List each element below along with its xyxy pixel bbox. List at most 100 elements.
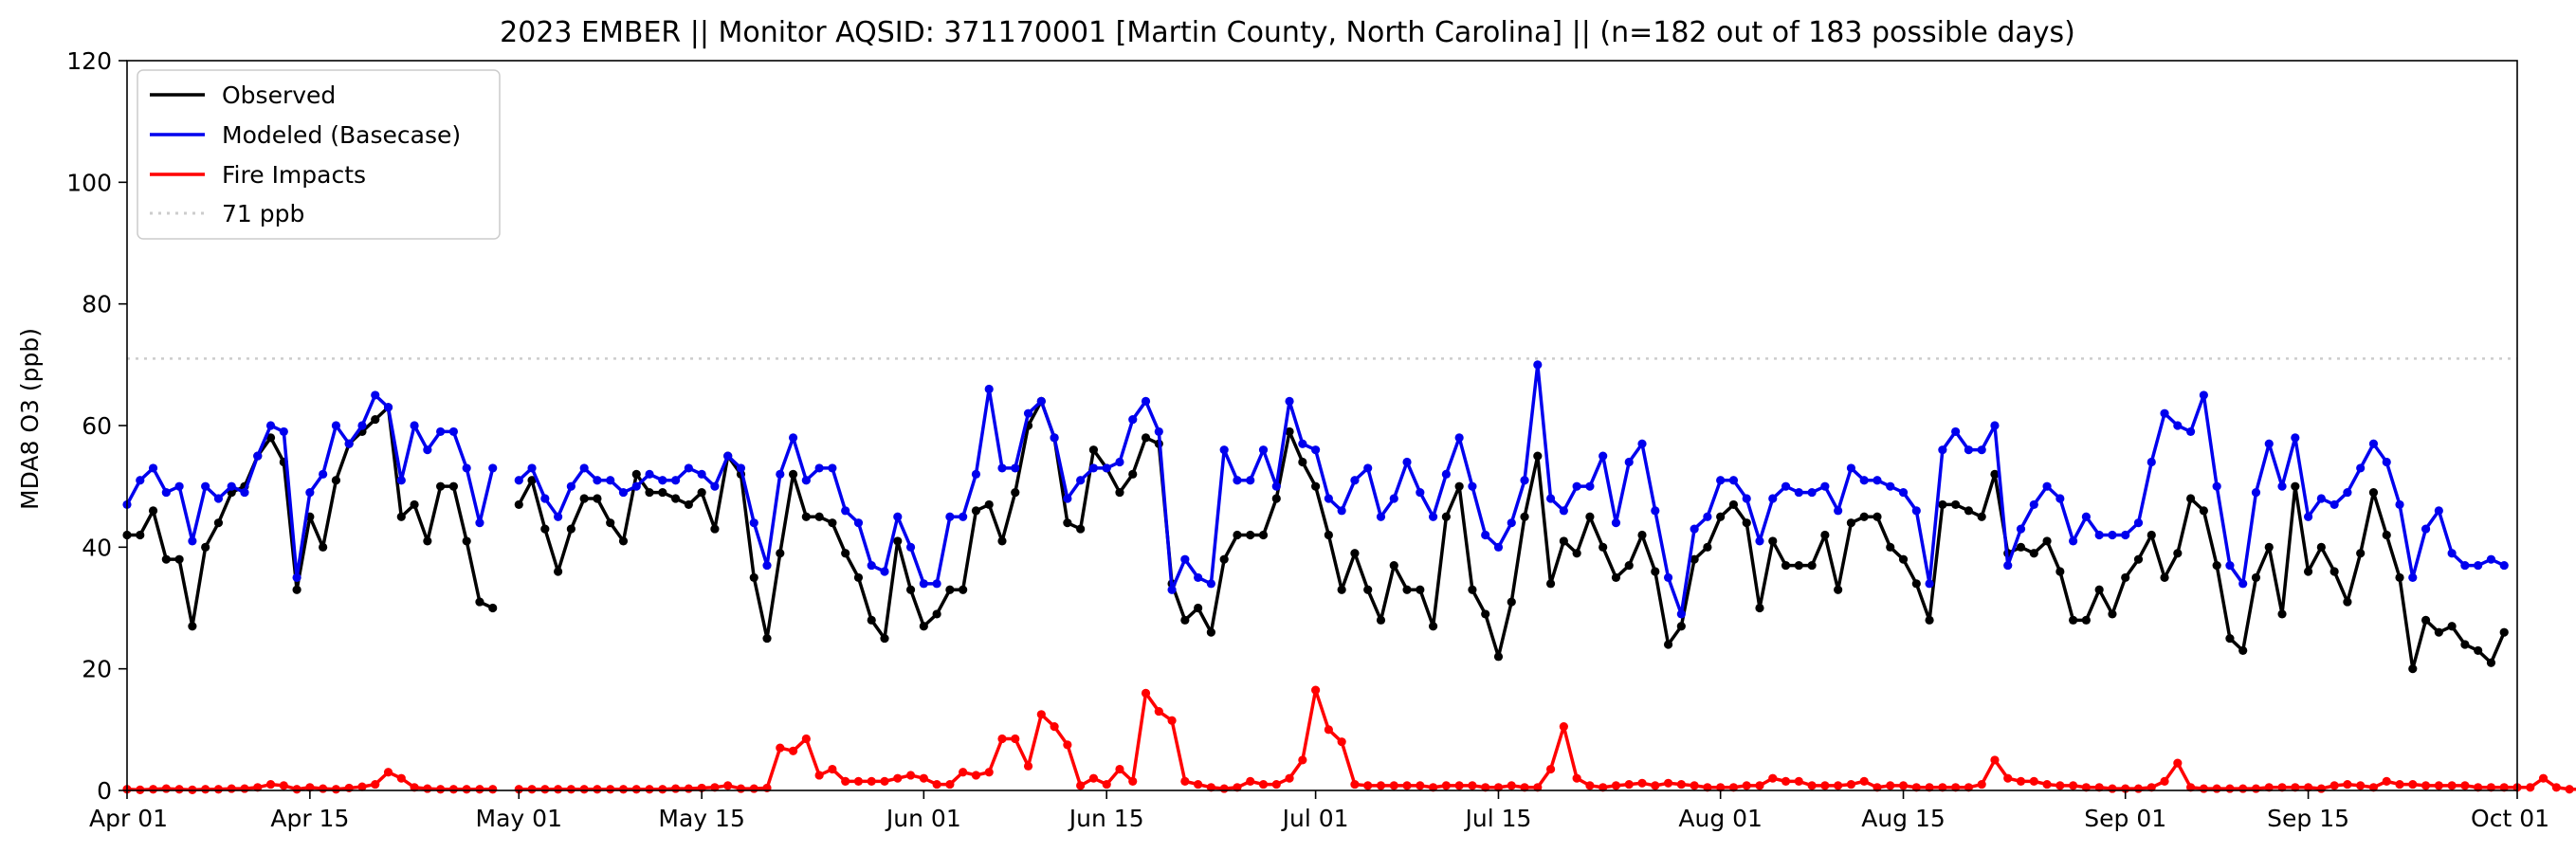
data-point-modeled-basecase (2121, 530, 2130, 540)
data-point-fire-impacts (2408, 779, 2418, 789)
data-point-modeled-basecase (1337, 506, 1346, 516)
data-point-modeled-basecase (1611, 518, 1621, 528)
data-point-fire-impacts (579, 785, 589, 794)
data-point-fire-impacts (1011, 734, 1020, 744)
data-point-modeled-basecase (828, 463, 837, 473)
data-point-modeled-basecase (2329, 499, 2339, 510)
data-point-modeled-basecase (841, 506, 850, 516)
legend: Observed Modeled (Basecase) Fire Impacts… (137, 69, 501, 240)
data-point-fire-impacts (1599, 783, 1608, 792)
data-point-fire-impacts (1194, 779, 1203, 789)
data-point-fire-impacts (540, 785, 550, 794)
data-point-fire-impacts (1246, 776, 1255, 786)
data-point-modeled-basecase (2238, 579, 2248, 589)
data-point-modeled-basecase (2186, 426, 2196, 437)
data-point-observed (2042, 536, 2052, 546)
data-point-fire-impacts (1794, 776, 1803, 786)
data-point-observed (1311, 481, 1321, 491)
data-point-modeled-basecase (1416, 487, 1425, 498)
data-point-observed (2108, 609, 2117, 619)
data-point-modeled-basecase (2474, 560, 2483, 571)
data-point-observed (1742, 518, 1751, 528)
data-point-observed (462, 536, 471, 546)
x-tick-label: May 15 (658, 805, 744, 832)
data-point-modeled-basecase (579, 463, 589, 473)
data-point-fire-impacts (2081, 783, 2091, 792)
data-point-observed (618, 536, 629, 546)
data-point-observed (2474, 645, 2483, 656)
data-point-modeled-basecase (684, 463, 693, 473)
data-point-modeled-basecase (880, 567, 889, 576)
data-point-observed (2356, 549, 2366, 558)
data-point-fire-impacts (240, 784, 249, 793)
data-point-observed (1886, 542, 1895, 552)
data-point-modeled-basecase (1755, 536, 1764, 546)
data-point-fire-impacts (566, 785, 575, 794)
data-point-modeled-basecase (279, 426, 288, 437)
x-tick-label: May 01 (476, 805, 562, 832)
data-point-observed (2368, 487, 2379, 498)
data-point-fire-impacts (2447, 781, 2457, 790)
data-point-modeled-basecase (2003, 560, 2013, 571)
data-point-fire-impacts (1324, 725, 1333, 735)
data-point-fire-impacts (1545, 764, 1556, 774)
data-point-modeled-basecase (2173, 421, 2183, 430)
data-point-fire-impacts (2434, 781, 2443, 790)
data-point-observed (2316, 542, 2326, 552)
data-point-fire-impacts (2264, 783, 2274, 792)
data-point-fire-impacts (959, 768, 968, 777)
data-point-modeled-basecase (423, 445, 432, 455)
data-point-observed (1663, 640, 1673, 649)
data-point-modeled-basecase (2408, 572, 2418, 583)
data-point-fire-impacts (371, 779, 380, 789)
data-point-observed (331, 476, 341, 485)
data-point-fire-impacts (2069, 781, 2078, 790)
data-point-observed (148, 506, 158, 516)
data-point-modeled-basecase (1298, 439, 1307, 448)
data-point-observed (932, 609, 941, 619)
data-point-fire-impacts (828, 764, 837, 774)
data-point-fire-impacts (919, 773, 928, 783)
data-point-fire-impacts (1977, 779, 1986, 789)
data-point-modeled-basecase (658, 476, 667, 485)
data-point-modeled-basecase (2434, 506, 2443, 516)
data-point-observed (1533, 451, 1543, 461)
data-point-fire-impacts (1311, 685, 1321, 695)
data-point-fire-impacts (658, 785, 667, 794)
data-point-modeled-basecase (853, 518, 864, 528)
data-point-observed (448, 481, 458, 491)
data-point-modeled-basecase (997, 463, 1007, 473)
x-tick-label: Oct 01 (2471, 805, 2549, 832)
data-point-modeled-basecase (527, 463, 537, 473)
data-point-modeled-basecase (2395, 499, 2404, 510)
data-point-fire-impacts (1520, 783, 1529, 792)
data-point-modeled-basecase (2421, 524, 2431, 534)
data-point-fire-impacts (1036, 710, 1046, 719)
data-point-modeled-basecase (1898, 487, 1909, 498)
data-point-observed (1820, 530, 1830, 540)
data-point-modeled-basecase (593, 476, 602, 485)
data-point-modeled-basecase (2081, 512, 2091, 521)
data-point-observed (1416, 585, 1425, 594)
data-point-modeled-basecase (932, 579, 941, 589)
data-point-modeled-basecase (201, 481, 210, 491)
data-point-fire-impacts (1637, 778, 1647, 788)
data-point-modeled-basecase (867, 560, 876, 571)
data-point-fire-impacts (684, 784, 693, 793)
data-point-fire-impacts (1728, 783, 1739, 792)
data-point-observed (1873, 512, 1882, 521)
data-point-observed (2173, 549, 2183, 558)
data-point-observed (1859, 512, 1869, 521)
data-point-modeled-basecase (959, 512, 968, 521)
data-point-observed (2343, 597, 2352, 607)
data-point-observed (213, 518, 224, 528)
data-point-fire-impacts (2160, 776, 2169, 786)
data-point-observed (292, 585, 301, 594)
data-point-observed (1781, 560, 1791, 571)
data-point-modeled-basecase (2133, 518, 2144, 528)
data-point-observed (2069, 615, 2078, 625)
data-point-fire-impacts (2199, 784, 2208, 793)
data-point-modeled-basecase (540, 494, 550, 503)
data-point-modeled-basecase (448, 426, 458, 437)
